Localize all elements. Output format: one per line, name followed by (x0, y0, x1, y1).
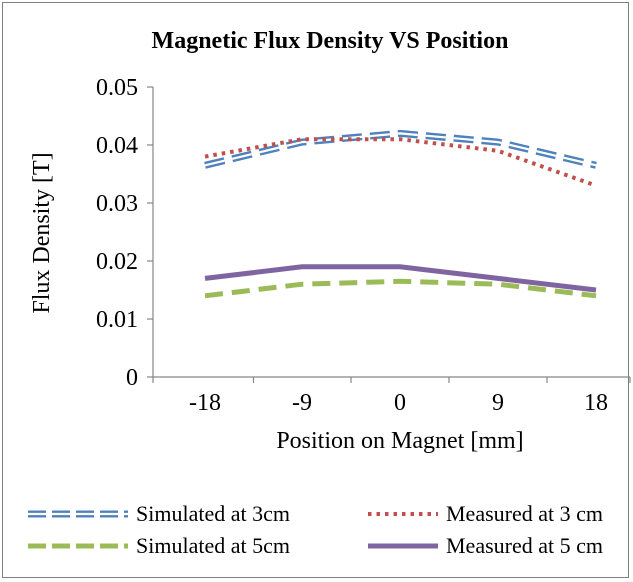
series-3-point (398, 279, 402, 283)
x-tick-label: 0 (394, 390, 406, 416)
y-tick-label: 0.01 (96, 307, 138, 333)
series-4-point (203, 276, 207, 280)
x-tick-group: -18 -9 0 9 18 (152, 377, 631, 416)
y-tick-label: 0.03 (96, 191, 138, 217)
series-3-point (203, 294, 207, 298)
y-tick-label: 0 (126, 365, 138, 391)
legend-label: Measured at 5 cm (446, 533, 603, 558)
series-4-point (594, 288, 598, 292)
legend-label: Measured at 3 cm (446, 501, 603, 526)
y-tick-label: 0.05 (96, 75, 138, 101)
legend-label: Simulated at 3cm (136, 501, 290, 526)
series-1-point (496, 140, 500, 144)
series-line-1-inner (204, 132, 597, 167)
series-line-3 (204, 278, 597, 299)
y-tick-label: 0.04 (96, 133, 138, 159)
series-4-point (300, 265, 304, 269)
x-tick-label: 9 (492, 390, 504, 416)
y-tick-group: 0 0.01 0.02 0.03 0.04 0.05 (96, 75, 153, 391)
series-2-point (594, 184, 598, 188)
x-tick-label: 18 (584, 390, 608, 416)
series-3-point (496, 282, 500, 286)
series-4-point (398, 265, 402, 269)
series-2-point (398, 137, 402, 141)
x-tick-label: -18 (189, 390, 221, 416)
plot-area (203, 129, 598, 299)
series-4-point (496, 276, 500, 280)
x-tick-label: -9 (292, 390, 312, 416)
series-1-point (203, 163, 207, 167)
y-axis-label: Flux Density [T] (29, 152, 55, 313)
legend: Simulated at 3cm Measured at 3 cm Simulate… (28, 501, 603, 558)
series-1-point (594, 163, 598, 167)
series-3-point (300, 282, 304, 286)
y-tick-label: 0.02 (96, 249, 138, 275)
series-2-point (300, 137, 304, 141)
series-2-point (203, 155, 207, 159)
x-axis-label: Position on Magnet [mm] (276, 428, 523, 454)
series-3-point (594, 294, 598, 298)
legend-label: Simulated at 5cm (136, 533, 290, 558)
chart-title: Magnetic Flux Density VS Position (152, 28, 509, 54)
series-line-2 (204, 137, 597, 188)
series-line-4 (204, 264, 597, 293)
series-1-point (398, 131, 402, 135)
series-2-point (496, 149, 500, 153)
